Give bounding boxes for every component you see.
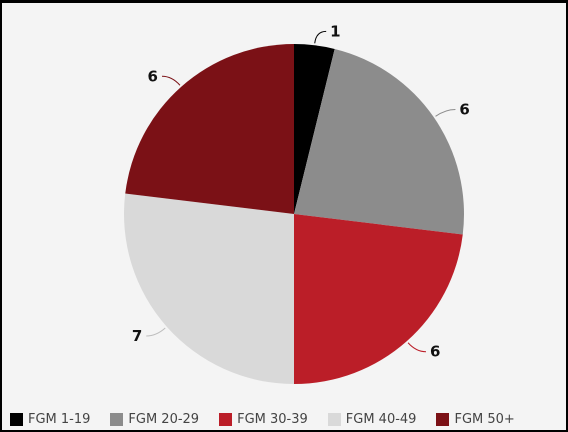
legend: FGM 1-19 FGM 20-29 FGM 30-39 FGM 40-49 FGM 5…: [10, 409, 566, 429]
pie-slice-fgm-20-29: [294, 48, 464, 235]
legend-label: FGM 30-39: [237, 411, 308, 427]
legend-item-fgm-30-39: FGM 30-39: [219, 412, 308, 427]
data-label-fgm-50: 6: [148, 67, 158, 85]
leader-line-fgm-1-19: [314, 30, 327, 44]
pie-slice-fgm-40-49: [124, 193, 294, 384]
legend-swatch: [219, 412, 233, 426]
legend-label: FGM 20-29: [128, 411, 200, 427]
legend-item-fgm-20-29: FGM 20-29: [110, 412, 199, 427]
leader-line-fgm-40-49: [146, 327, 166, 337]
legend-swatch: [327, 412, 341, 426]
data-label-fgm-30-39: 6: [430, 343, 440, 361]
legend-swatch: [436, 412, 450, 426]
legend-swatch: [110, 412, 124, 426]
legend-label: FGM 50+: [454, 411, 515, 427]
pie-slice-fgm-30-39: [294, 214, 463, 385]
pie-slice-fgm-50: [125, 44, 294, 214]
data-label-fgm-1-19: 1: [330, 22, 340, 40]
legend-label: FGM 40-49: [345, 411, 417, 427]
legend-item-fgm-1-19: FGM 1-19: [10, 412, 90, 427]
legend-label: FGM 1-19: [28, 411, 91, 427]
leader-line-fgm-50: [161, 75, 181, 86]
pie-slice-fgm-1-19: [294, 44, 335, 214]
leader-line-fgm-30-39: [407, 342, 427, 353]
leader-line-fgm-20-29: [435, 108, 456, 117]
legend-item-fgm-40-49: FGM 40-49: [327, 411, 417, 427]
data-label-fgm-40-49: 7: [132, 327, 142, 345]
legend-swatch: [10, 412, 23, 426]
legend-item-fgm-50: FGM 50+: [436, 411, 515, 427]
data-label-fgm-20-29: 6: [459, 100, 469, 118]
pie-chart: 1 6 6 7 6: [124, 22, 470, 385]
